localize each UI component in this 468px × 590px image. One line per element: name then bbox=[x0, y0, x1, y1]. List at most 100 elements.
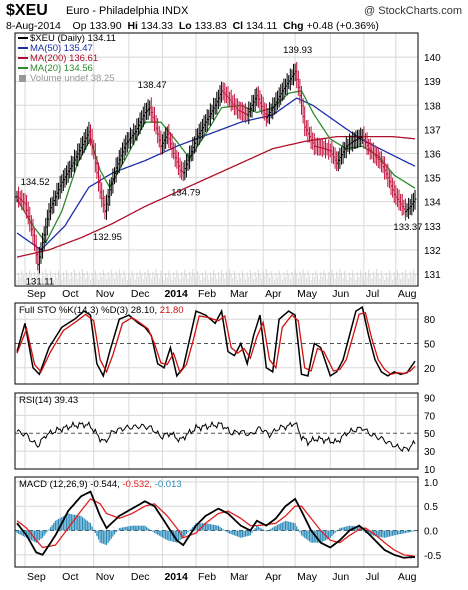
rsi-panel: 10 30 50 70 90 RSI(14) 39.43 bbox=[14, 392, 436, 476]
y-tick-label: 138 bbox=[424, 101, 441, 112]
histogram-bar bbox=[198, 523, 200, 531]
price-annotation: 138.47 bbox=[138, 80, 167, 91]
volume-bar bbox=[110, 269, 112, 286]
y-tick-label: 140 bbox=[424, 53, 441, 64]
brand-label[interactable]: @ StockCharts.com bbox=[364, 5, 462, 17]
histogram-bar bbox=[294, 523, 296, 531]
histogram-bar bbox=[339, 528, 341, 531]
volume-bar bbox=[45, 269, 47, 286]
histogram-bar bbox=[396, 530, 399, 535]
volume-bar bbox=[320, 272, 322, 286]
histogram-bar bbox=[404, 530, 407, 534]
histogram-bar bbox=[380, 530, 383, 538]
volume-bar bbox=[94, 270, 96, 286]
histogram-bar bbox=[265, 530, 267, 532]
volume-bar bbox=[356, 272, 358, 286]
volume-bar bbox=[136, 272, 138, 286]
volume-bar bbox=[340, 273, 342, 286]
histogram-bar bbox=[392, 530, 394, 536]
histogram-bar bbox=[214, 525, 216, 531]
histogram-bar bbox=[376, 530, 378, 537]
volume-bar bbox=[145, 276, 147, 286]
volume-bar bbox=[261, 278, 263, 286]
histogram-bar bbox=[302, 530, 304, 537]
volume-bar bbox=[237, 280, 239, 286]
legend-label: MA(200) 136.61 bbox=[30, 53, 98, 64]
volume-bar bbox=[150, 278, 152, 286]
y-tick-label: 1.0 bbox=[424, 478, 438, 489]
volume-bar bbox=[123, 271, 125, 286]
histogram-bar bbox=[228, 530, 231, 534]
volume-bar bbox=[102, 270, 104, 286]
histogram-bar bbox=[289, 522, 291, 531]
histogram-bar bbox=[112, 530, 114, 537]
open-value: 133.90 bbox=[89, 20, 122, 32]
volume-bar bbox=[390, 275, 392, 286]
volume-bar bbox=[112, 274, 114, 286]
volume-bar bbox=[26, 272, 28, 286]
histogram-bar bbox=[316, 530, 319, 543]
histogram-bar bbox=[102, 530, 104, 544]
histogram-bar bbox=[211, 524, 213, 531]
volume-bar bbox=[235, 275, 237, 286]
volume-bar bbox=[324, 274, 326, 286]
histogram-bar bbox=[152, 530, 154, 532]
histogram-bar bbox=[310, 530, 312, 543]
histogram-bar bbox=[120, 527, 122, 531]
stochastic-legend: Full STO %K(14,3) %D(3) 28.10, 21.80 bbox=[19, 305, 184, 316]
volume-bar bbox=[189, 271, 191, 286]
x-tick-label: Oct bbox=[62, 571, 78, 583]
legend-label: MA(20) 134.56 bbox=[30, 63, 93, 74]
histogram-bar bbox=[216, 525, 218, 531]
volume-bar bbox=[336, 271, 338, 286]
y-tick-label: 135 bbox=[424, 174, 441, 185]
volume-bar bbox=[134, 279, 136, 286]
histogram-bar bbox=[409, 530, 411, 533]
x-tick-label: Dec bbox=[131, 288, 150, 300]
volume-bar bbox=[19, 277, 21, 286]
volume-bar bbox=[403, 276, 405, 286]
volume-bar bbox=[363, 279, 365, 286]
volume-bar bbox=[208, 279, 210, 286]
histogram-bar bbox=[96, 530, 98, 537]
volume-bar bbox=[321, 277, 323, 286]
volume-bar bbox=[318, 279, 320, 286]
histogram-bar bbox=[161, 530, 164, 538]
volume-bar bbox=[374, 276, 376, 286]
volume-bar bbox=[22, 275, 24, 286]
volume-bar bbox=[347, 280, 349, 286]
volume-bar bbox=[161, 275, 163, 286]
volume-bar bbox=[50, 271, 52, 286]
volume-bar bbox=[301, 276, 303, 286]
volume-bar bbox=[165, 273, 167, 286]
histogram-bar bbox=[225, 530, 227, 532]
histogram-bar bbox=[54, 520, 56, 531]
volume-bar bbox=[37, 269, 39, 286]
histogram-bar bbox=[395, 530, 397, 536]
volume-bar bbox=[69, 279, 71, 286]
volume-bar bbox=[222, 274, 224, 286]
volume-bar bbox=[88, 275, 90, 286]
histogram-bar bbox=[21, 530, 23, 536]
volume-bar bbox=[382, 275, 384, 286]
histogram-bar bbox=[45, 530, 47, 534]
volume-bar bbox=[90, 280, 92, 286]
histogram-bar bbox=[312, 530, 314, 543]
histogram-bar bbox=[131, 525, 133, 531]
histogram-bar bbox=[134, 525, 136, 531]
volume-bar bbox=[53, 280, 55, 286]
histogram-bar bbox=[308, 530, 311, 542]
volume-bar bbox=[128, 273, 130, 286]
high-value: 134.33 bbox=[140, 20, 173, 32]
volume-bar bbox=[70, 272, 72, 286]
histogram-bar bbox=[113, 530, 116, 535]
histogram-bar bbox=[328, 530, 330, 539]
histogram-bar bbox=[158, 530, 160, 536]
volume-bar bbox=[233, 271, 235, 286]
y-tick-label: 139 bbox=[424, 77, 441, 88]
legend-label: MA(50) 135.47 bbox=[30, 43, 93, 54]
volume-bar bbox=[66, 270, 68, 286]
volume-bar bbox=[310, 280, 312, 286]
volume-bar bbox=[251, 274, 253, 286]
